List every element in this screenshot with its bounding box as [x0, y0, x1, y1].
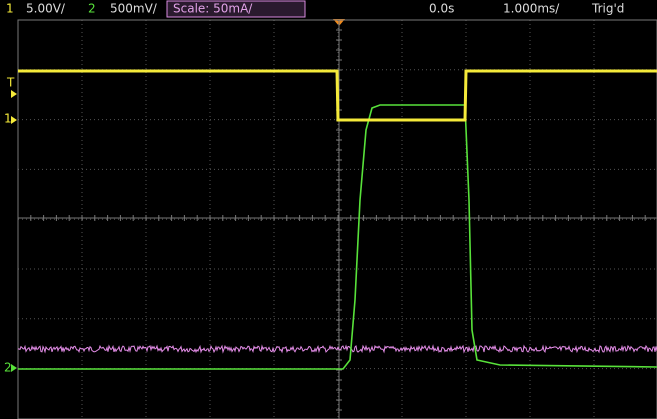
ch1-marker: 1 — [4, 112, 12, 126]
time-scale: 1.000ms/ — [503, 2, 560, 16]
ch2-number: 2 — [88, 2, 96, 16]
ch1-scale: 5.00V/ — [26, 2, 66, 16]
header-bar — [0, 0, 657, 19]
ch2-trace — [18, 104, 657, 370]
graticule-border — [17, 19, 657, 419]
math-scale-box — [166, 0, 306, 18]
ch1-number: 1 — [6, 2, 14, 16]
ch2-marker: 2 — [4, 361, 12, 375]
ch1-arrow — [11, 116, 17, 124]
trigger-level-arrow — [11, 90, 17, 98]
time-offset: 0.0s — [429, 2, 454, 16]
math-trace — [17, 344, 657, 354]
ch2-arrow — [11, 364, 17, 372]
ch2-scale: 500mV/ — [110, 2, 158, 16]
trigger-status: Trig'd — [591, 2, 624, 16]
trigger-level-marker: T — [6, 76, 15, 90]
ch1-trace — [18, 69, 657, 122]
math-scale: Scale: 50mA/ — [173, 2, 253, 16]
